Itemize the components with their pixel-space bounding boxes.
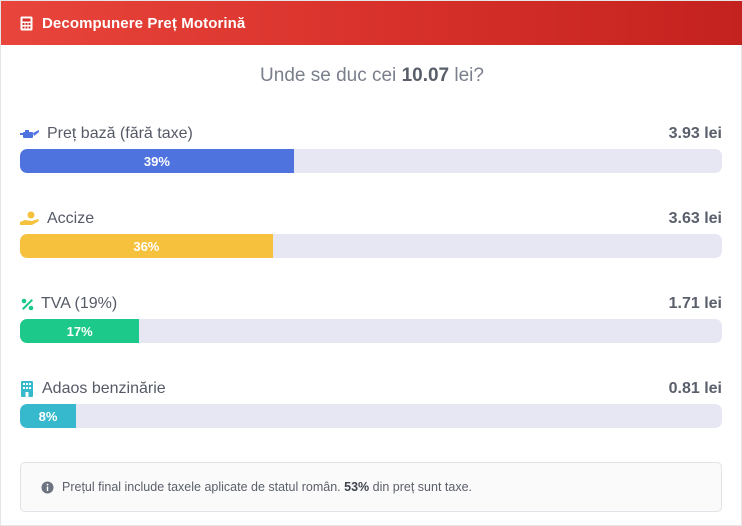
percent-label: 8%: [38, 408, 58, 424]
info-circle-icon: [41, 481, 54, 494]
row-amount: 3.93 lei: [668, 125, 722, 142]
oil-can-icon: [20, 126, 40, 142]
breakdown-row-base-price: Preț bază (fără taxe) 3.93 lei 39%: [20, 123, 722, 173]
note-text-after: din preț sunt taxe.: [372, 480, 473, 494]
note-text: Prețul final include taxele aplicate de …: [62, 480, 472, 494]
progress-fill: 17%: [20, 319, 140, 343]
row-label: Preț bază (fără taxe): [47, 125, 193, 142]
row-amount: 0.81 lei: [668, 380, 722, 397]
progress-track: 36%: [20, 234, 722, 258]
headline-suffix: lei?: [454, 65, 484, 86]
progress-fill: 39%: [20, 149, 294, 173]
progress-track: 39%: [20, 149, 722, 173]
row-label: Adaos benzinărie: [42, 380, 166, 397]
breakdown-row-vat: TVA (19%) 1.71 lei 17%: [20, 293, 722, 343]
progress-track: 8%: [20, 404, 722, 428]
percent-icon: [20, 296, 34, 312]
breakdown-row-station-markup: Adaos benzinărie 0.81 lei 8%: [20, 378, 722, 428]
percent-label: 17%: [66, 323, 93, 339]
breakdown-row-excise: Accize 3.63 lei 36%: [20, 208, 722, 258]
progress-track: 17%: [20, 319, 722, 343]
calculator-icon: [19, 16, 34, 31]
total-headline: Unde se duc cei 10.07 lei?: [1, 65, 742, 87]
percent-label: 39%: [143, 153, 170, 169]
headline-prefix: Unde se duc cei: [260, 65, 397, 86]
tax-info-note: Prețul final include taxele aplicate de …: [20, 462, 722, 512]
card-header: Decompunere Preț Motorină: [1, 1, 742, 45]
row-amount: 3.63 lei: [668, 210, 722, 227]
row-label: TVA (19%): [41, 295, 118, 312]
headline-total: 10.07: [401, 65, 450, 86]
row-label: Accize: [47, 210, 95, 227]
note-tax-share: 53%: [344, 480, 370, 494]
note-text-before: Prețul final include taxele aplicate de …: [62, 480, 341, 494]
hand-holding-dollar-icon: [20, 211, 40, 227]
building-icon: [20, 381, 34, 397]
progress-fill: 36%: [20, 234, 273, 258]
progress-fill: 8%: [20, 404, 77, 428]
card-title: Decompunere Preț Motorină: [42, 14, 246, 32]
row-amount: 1.71 lei: [668, 295, 722, 312]
percent-label: 36%: [133, 238, 160, 254]
